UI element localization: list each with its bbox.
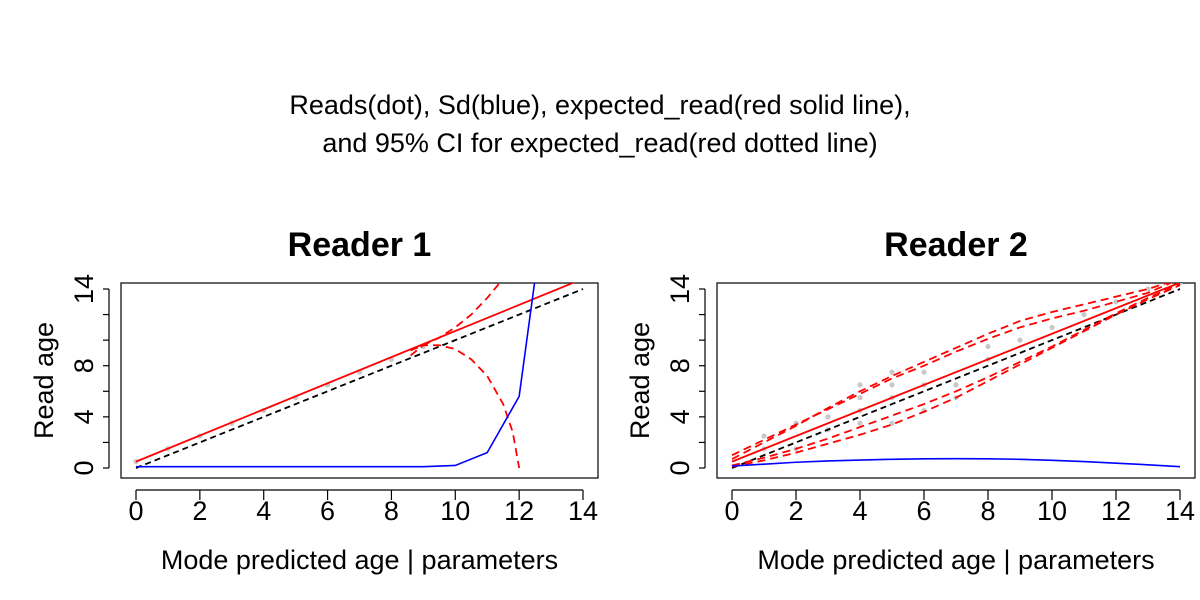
read-point bbox=[857, 382, 863, 388]
expected-read-line bbox=[135, 283, 576, 463]
ci-line-ci-outer-lower bbox=[731, 284, 1181, 468]
panel-title: Reader 2 bbox=[884, 226, 1028, 264]
y-tick-label: 14 bbox=[665, 274, 695, 304]
ci-line-ci-upper bbox=[731, 283, 1173, 457]
read-point bbox=[857, 395, 863, 401]
y-tick-label: 4 bbox=[665, 409, 695, 424]
read-point bbox=[1113, 299, 1119, 305]
x-axis-label: Mode predicted age | parameters bbox=[161, 545, 558, 575]
x-tick-label: 10 bbox=[1037, 496, 1067, 526]
read-point bbox=[889, 369, 895, 375]
read-point bbox=[1049, 324, 1055, 330]
x-tick-label: 6 bbox=[916, 496, 931, 526]
y-tick-label: 8 bbox=[665, 358, 695, 373]
x-tick-label: 6 bbox=[320, 496, 335, 526]
read-point bbox=[985, 343, 991, 350]
x-tick-label: 12 bbox=[1101, 496, 1131, 526]
x-tick-label: 12 bbox=[504, 496, 534, 526]
figure-title-line-2: and 95% CI for expected_read(red dotted … bbox=[322, 128, 878, 158]
sd-line bbox=[136, 283, 536, 468]
x-axis-label: Mode predicted age | parameters bbox=[757, 545, 1154, 575]
read-point bbox=[761, 433, 767, 439]
x-tick-label: 14 bbox=[568, 496, 598, 526]
plot-area bbox=[133, 283, 584, 469]
x-tick-label: 4 bbox=[256, 496, 271, 526]
panel-reader-1: Reader 1 0 2 4 6 8 10 12 14 Mode predicted age | … bbox=[29, 226, 599, 575]
y-axis-label: Read age bbox=[625, 322, 655, 439]
expected-read-line bbox=[731, 283, 1181, 463]
y-tick-label: 14 bbox=[69, 274, 99, 304]
y-tick-label: 0 bbox=[665, 460, 695, 475]
read-point bbox=[1017, 337, 1023, 343]
plot-area bbox=[731, 283, 1183, 469]
x-tick-label: 10 bbox=[440, 496, 470, 526]
ci-line-ci-outer-upper bbox=[731, 283, 1170, 460]
x-tick-label: 14 bbox=[1165, 496, 1195, 526]
ci-line-ci-lower bbox=[731, 283, 1181, 467]
identity-line bbox=[731, 288, 1181, 469]
ci-line-ci-lower bbox=[410, 344, 521, 469]
read-point bbox=[1081, 311, 1087, 318]
y-tick-label: 4 bbox=[69, 409, 99, 424]
read-point bbox=[889, 382, 895, 388]
y-tick-label: 8 bbox=[69, 358, 99, 373]
read-point bbox=[1145, 286, 1151, 292]
x-tick-label: 4 bbox=[852, 496, 867, 526]
plot-frame bbox=[120, 282, 599, 479]
y-tick-label: 0 bbox=[69, 460, 99, 475]
x-tick-label: 0 bbox=[128, 496, 143, 526]
x-tick-label: 2 bbox=[788, 496, 803, 526]
identity-line bbox=[135, 288, 584, 469]
panel-reader-2: Reader 2 0 2 4 6 8 10 12 14 Mode predicted age | … bbox=[625, 226, 1196, 575]
y-axis-label: Read age bbox=[29, 322, 59, 439]
x-tick-label: 8 bbox=[980, 496, 995, 526]
read-point bbox=[889, 420, 895, 426]
x-tick-label: 0 bbox=[724, 496, 739, 526]
figure-title-line-1: Reads(dot), Sd(blue), expected_read(red … bbox=[289, 90, 911, 120]
read-point bbox=[921, 369, 927, 375]
plot-frame bbox=[716, 282, 1196, 479]
x-tick-label: 8 bbox=[384, 496, 399, 526]
sd-line bbox=[731, 457, 1181, 468]
read-point bbox=[857, 420, 863, 426]
read-point bbox=[825, 414, 831, 420]
x-tick-label: 2 bbox=[192, 496, 207, 526]
read-point bbox=[953, 382, 959, 388]
panel-title: Reader 1 bbox=[288, 226, 432, 264]
